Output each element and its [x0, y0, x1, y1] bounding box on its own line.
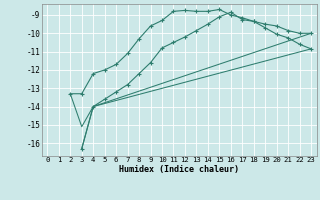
X-axis label: Humidex (Indice chaleur): Humidex (Indice chaleur)	[119, 165, 239, 174]
